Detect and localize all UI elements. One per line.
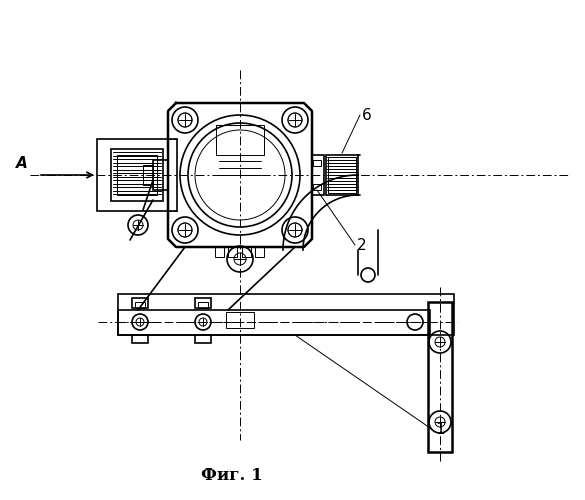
Bar bbox=[226, 312, 254, 328]
Bar bbox=[428, 302, 452, 452]
Bar bbox=[132, 335, 148, 343]
Bar bbox=[132, 298, 148, 308]
Text: Фиг. 1: Фиг. 1 bbox=[201, 466, 263, 483]
Bar bbox=[111, 149, 163, 201]
Bar bbox=[312, 155, 324, 195]
Bar bbox=[313, 184, 321, 190]
Bar bbox=[135, 302, 145, 308]
Text: 1: 1 bbox=[435, 422, 445, 438]
Bar bbox=[153, 160, 168, 190]
Bar bbox=[242, 247, 251, 257]
Bar bbox=[195, 298, 211, 308]
Bar bbox=[215, 247, 224, 257]
Bar bbox=[117, 155, 157, 195]
Text: 2: 2 bbox=[357, 238, 367, 252]
Bar bbox=[255, 247, 264, 257]
Text: 6: 6 bbox=[362, 108, 371, 122]
Bar bbox=[326, 155, 358, 195]
Bar bbox=[97, 139, 177, 211]
Bar bbox=[195, 335, 211, 343]
Text: A: A bbox=[16, 156, 28, 171]
Bar bbox=[118, 310, 430, 335]
Bar bbox=[198, 302, 208, 308]
Bar bbox=[118, 294, 454, 335]
Bar bbox=[143, 165, 153, 185]
Bar bbox=[228, 247, 237, 257]
Bar bbox=[328, 157, 356, 193]
Bar bbox=[216, 125, 264, 155]
Bar bbox=[313, 160, 321, 166]
